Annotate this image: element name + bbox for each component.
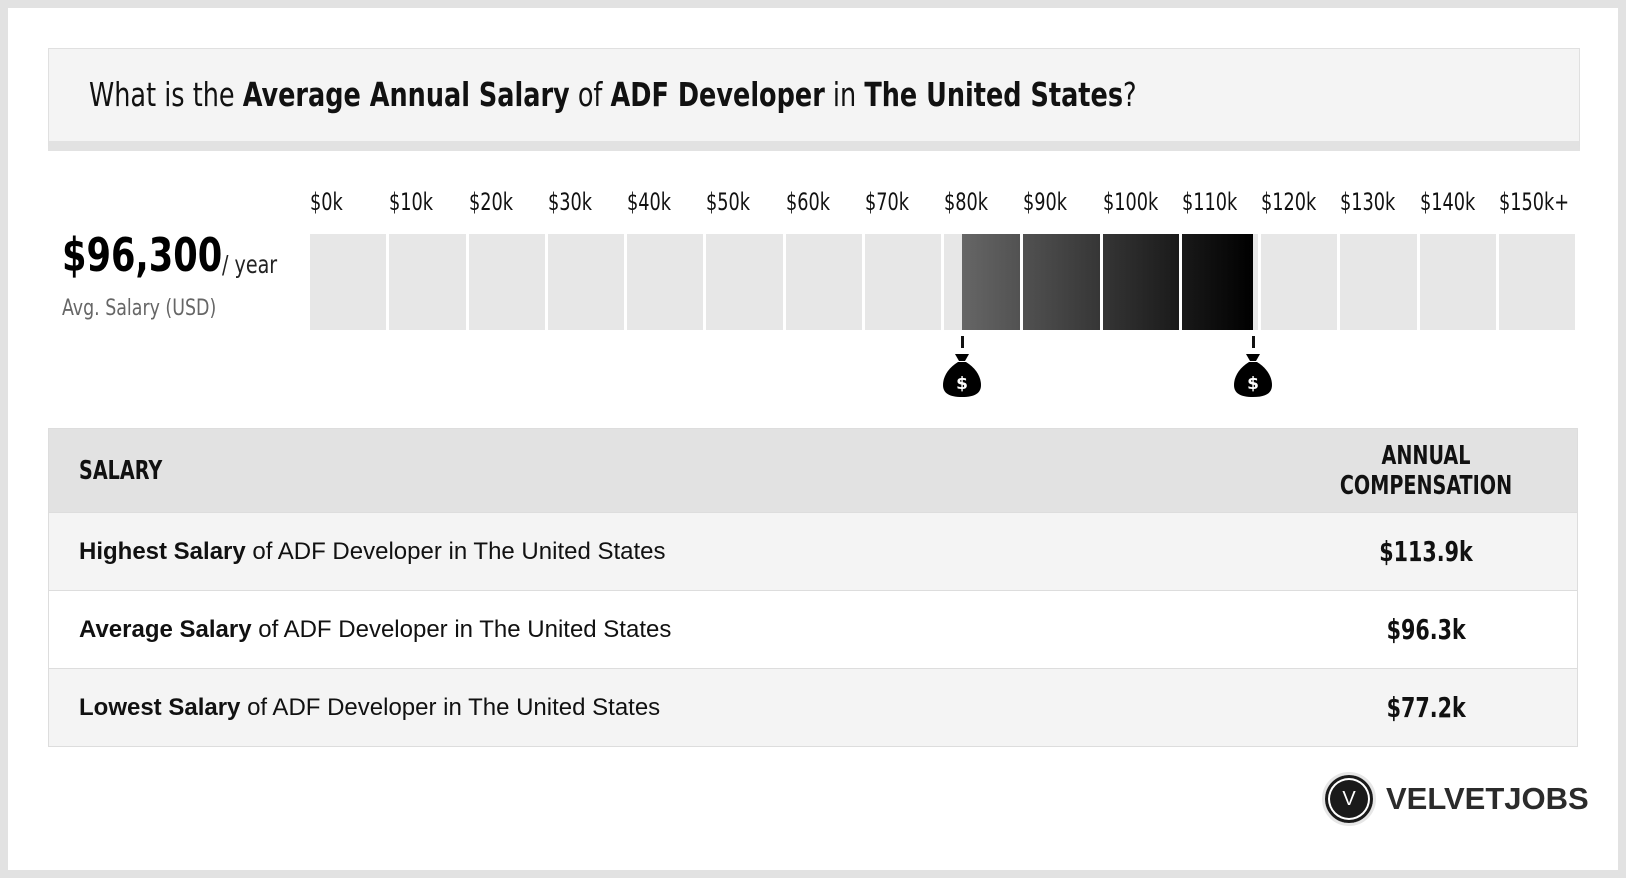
salary-range-bar	[310, 234, 1578, 330]
tick-label: $150k+	[1498, 188, 1569, 216]
logo-text: VELVETJOBS	[1386, 781, 1589, 816]
tick-label: $10k	[389, 188, 434, 216]
tick-label: $60k	[785, 188, 830, 216]
table-row: Lowest Salary of ADF Developer in The Un…	[48, 668, 1578, 747]
bar-cell	[1419, 234, 1496, 330]
bar-cell	[1261, 234, 1338, 330]
bar-fill-segment	[1181, 234, 1254, 330]
bar-fill-segment	[1102, 234, 1179, 330]
bar-cell	[310, 234, 387, 330]
range-marker-line	[961, 336, 965, 348]
table-header-row: SALARY ANNUAL COMPENSATION	[48, 428, 1578, 513]
bar-cell	[1023, 234, 1100, 330]
tick-label: $20k	[468, 188, 513, 216]
bar-cell	[785, 234, 862, 330]
bar-fill-segment	[962, 234, 1021, 330]
tick-label: $70k	[864, 188, 909, 216]
bar-cell	[1102, 234, 1179, 330]
bar-cell	[706, 234, 783, 330]
tick-label: $50k	[706, 188, 751, 216]
bar-cell	[547, 234, 624, 330]
tick-labels: $0k $10k $20k $30k $40k $50k $60k $70k $80k $90k $…	[310, 188, 1578, 218]
question-header: What is the Average Annual Salary of ADF…	[48, 48, 1580, 151]
bar-cell	[944, 234, 1021, 330]
bar-cell	[389, 234, 466, 330]
money-bag-icon: $	[942, 352, 982, 398]
svg-text:$: $	[1247, 374, 1259, 394]
tick-label: $100k	[1102, 188, 1158, 216]
tick-label: $120k	[1261, 188, 1317, 216]
tick-label: $140k	[1419, 188, 1475, 216]
table-row: Highest Salary of ADF Developer in The U…	[48, 512, 1578, 591]
money-bag-icon: $	[1233, 352, 1273, 398]
logo-mark: V	[1322, 772, 1376, 826]
average-label: Avg. Salary (USD)	[62, 296, 217, 321]
tick-label: $0k	[310, 188, 343, 216]
bar-cell	[627, 234, 704, 330]
average-value: $96,300	[62, 228, 223, 282]
tick-label: $90k	[1023, 188, 1068, 216]
bar-fill-segment	[1023, 234, 1100, 330]
tick-label: $130k	[1340, 188, 1396, 216]
table-row: Average Salary of ADF Developer in The U…	[48, 590, 1578, 669]
velvetjobs-logo[interactable]: V VELVETJOBS	[1322, 772, 1589, 826]
tick-label: $40k	[627, 188, 672, 216]
header-compensation: ANNUAL COMPENSATION	[1275, 428, 1578, 513]
tick-label: $80k	[944, 188, 989, 216]
bar-cell	[468, 234, 545, 330]
salary-table: SALARY ANNUAL COMPENSATION Highest Salar…	[48, 428, 1578, 747]
page-title: What is the Average Annual Salary of ADF…	[89, 75, 1137, 114]
range-marker-line	[1252, 336, 1256, 348]
bar-cell	[1340, 234, 1417, 330]
bar-cell	[1181, 234, 1258, 330]
average-salary: $96,300 / year Avg. Salary (USD)	[62, 228, 277, 321]
average-unit: / year	[222, 250, 278, 279]
header-salary: SALARY	[48, 428, 1275, 513]
tick-label: $30k	[547, 188, 592, 216]
bar-cell	[864, 234, 941, 330]
svg-text:$: $	[956, 374, 968, 394]
tick-label: $110k	[1181, 188, 1238, 216]
bar-cell	[1498, 234, 1575, 330]
